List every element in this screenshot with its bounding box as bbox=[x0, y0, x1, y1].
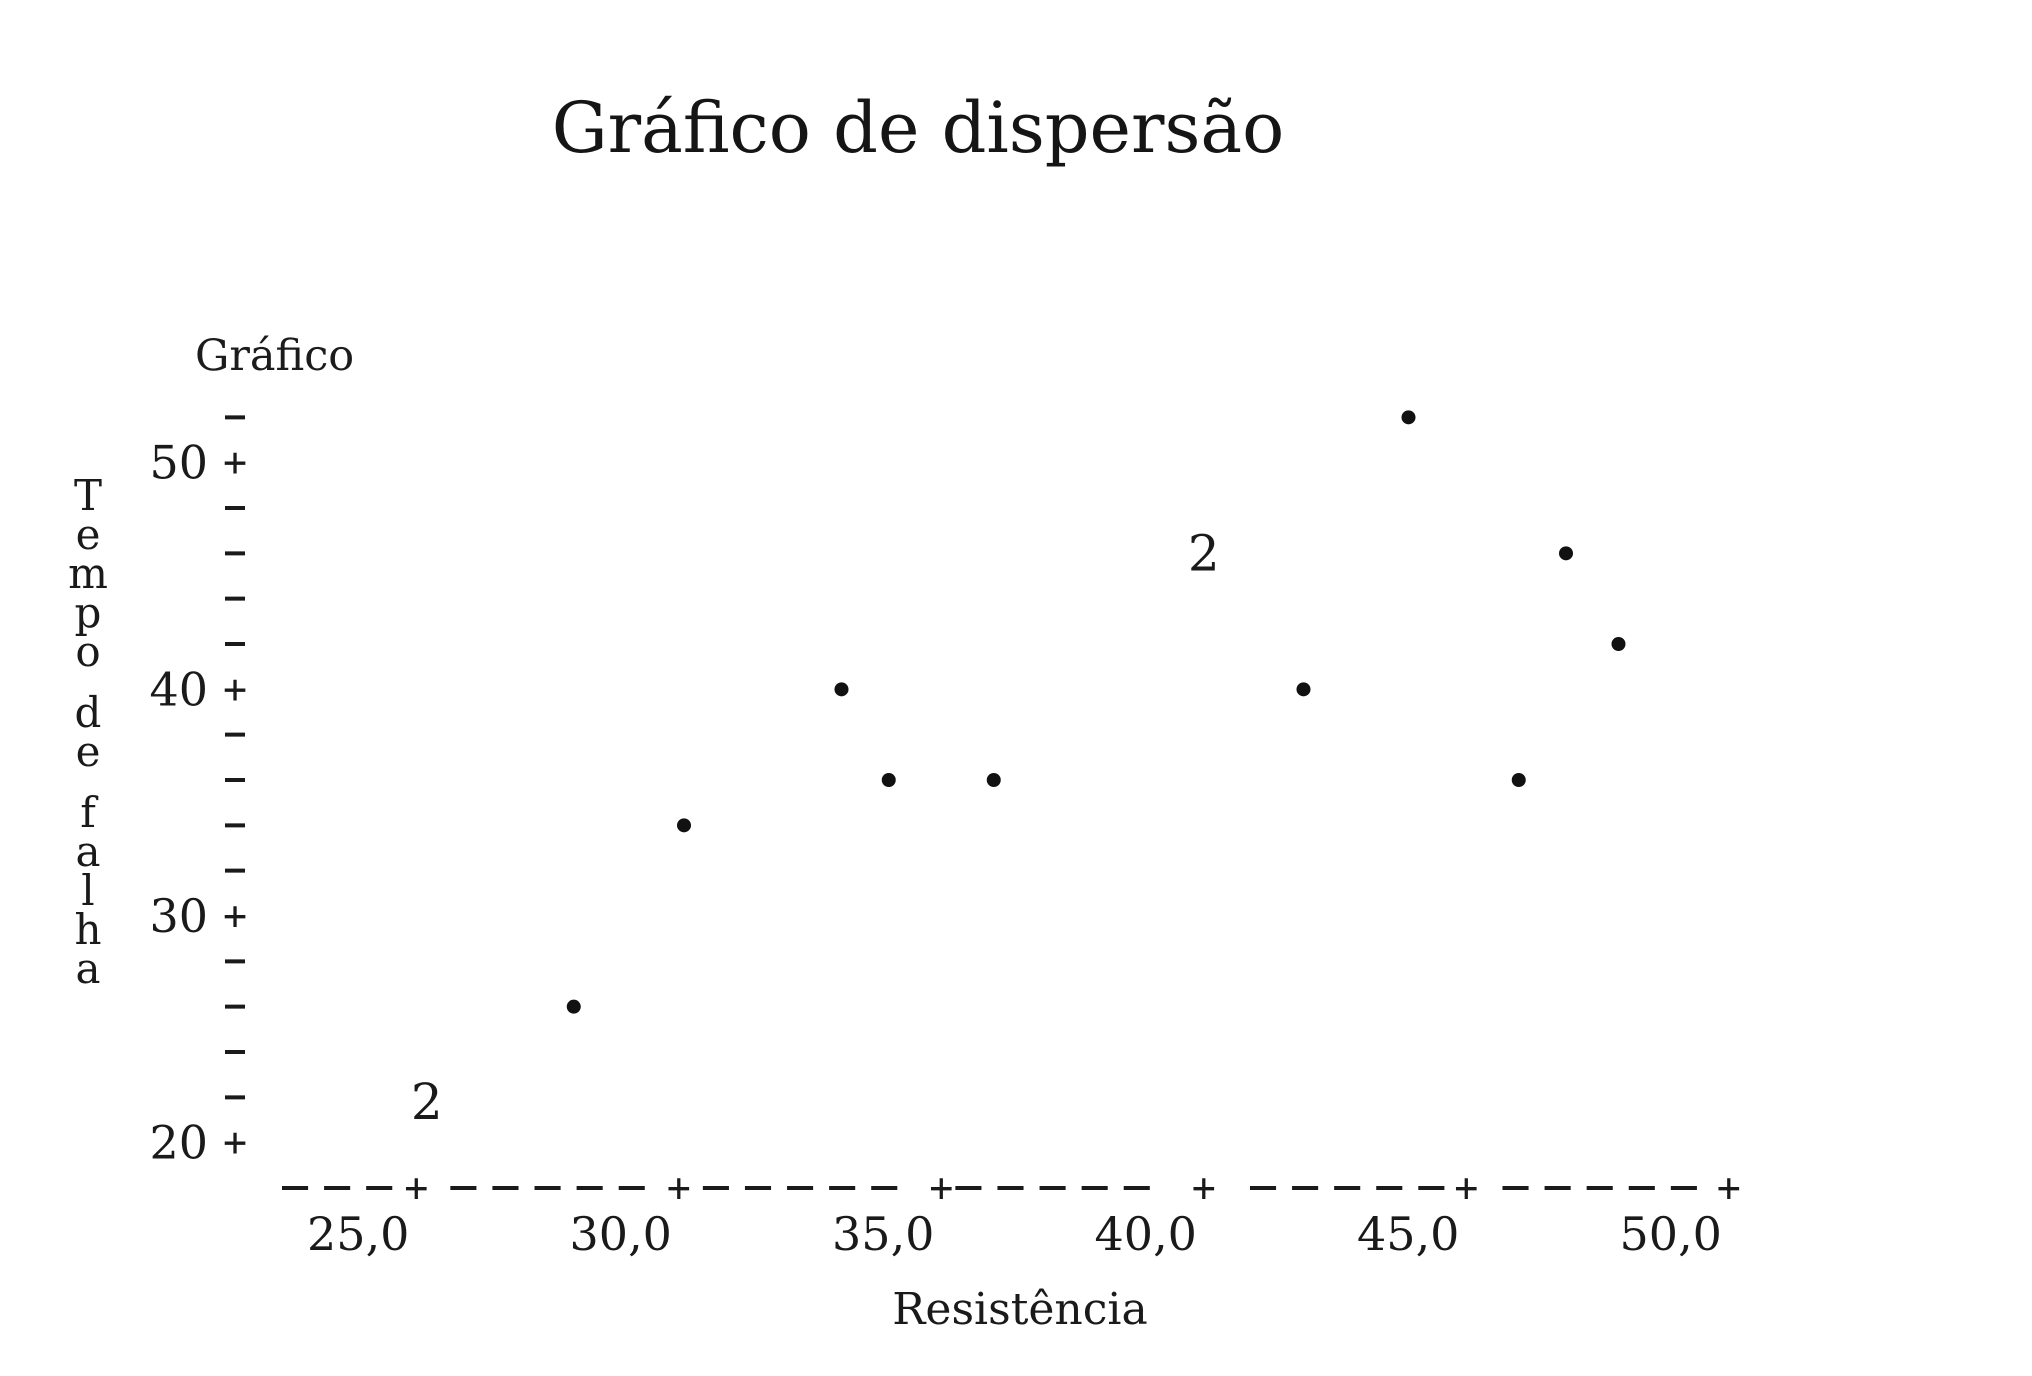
x-tick-label: 35,0 bbox=[832, 1207, 934, 1261]
y-label-char: T bbox=[74, 471, 102, 520]
x-tick-mark: + bbox=[1192, 1165, 1216, 1211]
y-tick-label: 40 bbox=[149, 662, 208, 716]
y-tick-mark: + bbox=[223, 666, 247, 712]
y-label-char: d bbox=[75, 688, 102, 737]
y-tick-label: 50 bbox=[149, 436, 208, 490]
y-label-char: a bbox=[75, 944, 100, 993]
data-point bbox=[1611, 637, 1626, 651]
data-point bbox=[1401, 410, 1416, 425]
x-tick-mark: + bbox=[929, 1165, 953, 1211]
data-point bbox=[1511, 773, 1526, 787]
x-tick-label: 50,0 bbox=[1620, 1207, 1722, 1261]
y-tick-mark: + bbox=[223, 1120, 247, 1166]
x-tick-label: 40,0 bbox=[1095, 1207, 1197, 1261]
y-tick-mark: + bbox=[223, 893, 247, 939]
data-point bbox=[986, 773, 1001, 787]
data-point bbox=[881, 773, 896, 787]
x-tick-label: 25,0 bbox=[307, 1207, 409, 1261]
y-label-char: l bbox=[81, 866, 94, 915]
y-label-char: a bbox=[75, 827, 100, 876]
x-axis-label: Resistência bbox=[892, 1284, 1147, 1335]
data-points: 22 bbox=[411, 410, 1626, 1131]
y-label-char: e bbox=[76, 727, 101, 776]
y-label-char: m bbox=[68, 549, 108, 598]
y-tick-label: 30 bbox=[149, 889, 208, 943]
x-tick-mark: + bbox=[1454, 1165, 1478, 1211]
y-tick-mark: + bbox=[223, 440, 247, 486]
x-tick-mark: + bbox=[404, 1165, 428, 1211]
y-label-char: e bbox=[76, 510, 101, 559]
x-tick-mark: + bbox=[667, 1165, 691, 1211]
x-tick-label: 45,0 bbox=[1357, 1207, 1459, 1261]
data-point bbox=[834, 682, 849, 697]
chart-title: Gráfico de dispersão bbox=[552, 87, 1285, 169]
data-point bbox=[566, 999, 581, 1014]
y-label-char: f bbox=[80, 788, 99, 837]
data-point bbox=[677, 818, 691, 833]
x-tick-mark: + bbox=[1717, 1165, 1741, 1211]
data-point bbox=[1296, 682, 1311, 697]
x-tick-label: 30,0 bbox=[570, 1207, 672, 1261]
y-label-char: h bbox=[74, 905, 101, 954]
y-label-char: p bbox=[75, 588, 102, 637]
y-tick-label: 20 bbox=[149, 1116, 208, 1170]
y-axis: 20 +30 +40 +50 + bbox=[149, 415, 247, 1170]
y-label-char: o bbox=[75, 627, 100, 676]
data-point-count: 2 bbox=[411, 1073, 443, 1131]
chart-subtitle: Gráfico bbox=[195, 331, 354, 381]
data-point-count: 2 bbox=[1188, 524, 1220, 582]
data-point bbox=[1559, 546, 1573, 561]
x-axis: +25,0+30,0+35,0+40,0+45,0+50,0 bbox=[282, 1165, 1741, 1261]
